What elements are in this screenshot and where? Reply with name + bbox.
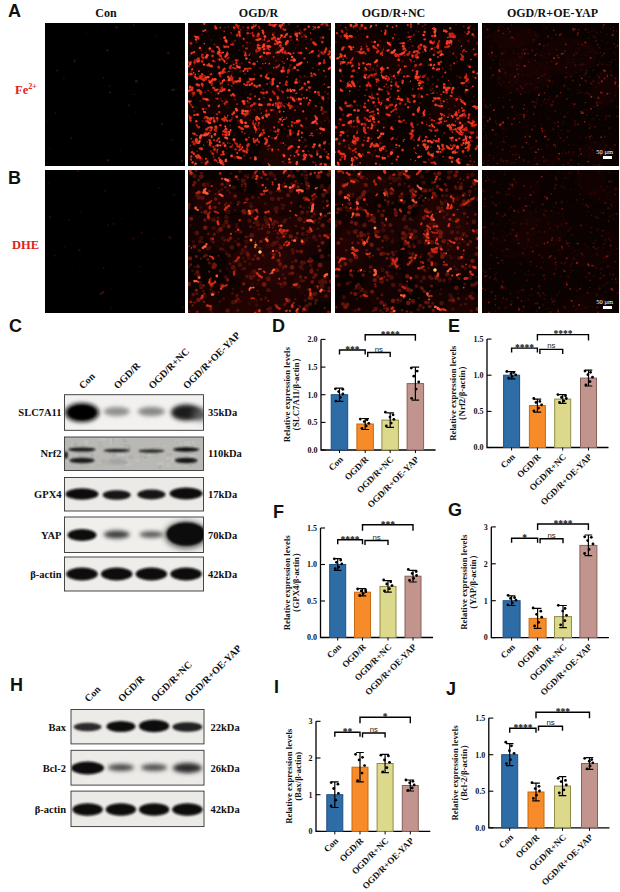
svg-text:GPX4: GPX4 [34,489,62,500]
svg-text:42kDa: 42kDa [208,569,238,580]
svg-text:70kDa: 70kDa [208,530,238,541]
svg-text:(Bax/β-actin): (Bax/β-actin) [293,752,303,801]
svg-text:0.5: 0.5 [475,787,485,796]
svg-text:（Nrf2/β-actin）: （Nrf2/β-actin） [457,361,467,425]
svg-text:26kDa: 26kDa [211,763,241,774]
svg-text:（Bcl-2/β-actin）: （Bcl-2/β-actin） [459,740,469,806]
svg-text:***: *** [381,520,396,530]
svg-text:2: 2 [309,754,313,763]
svg-text:0.0: 0.0 [308,446,318,455]
svg-text:Con: Con [325,642,343,660]
svg-text:****: **** [341,535,360,545]
svg-text:Con: Con [499,452,517,470]
svg-text:ns: ns [546,718,554,727]
svg-text:Con: Con [322,836,340,854]
svg-text:1.0: 1.0 [308,391,318,400]
svg-text:OGD/R+OE-YAP: OGD/R+OE-YAP [540,832,596,888]
svg-text:OGD/R: OGD/R [116,672,148,704]
svg-text:3: 3 [484,523,488,532]
svg-text:ns: ns [547,531,555,540]
svg-text:β-actin: β-actin [30,569,61,580]
svg-text:1.0: 1.0 [474,371,484,380]
svg-text:2: 2 [484,560,488,569]
svg-text:1: 1 [484,597,488,606]
svg-text:*: * [383,712,388,722]
svg-text:1: 1 [309,791,313,800]
svg-text:1.5: 1.5 [308,363,318,372]
svg-text:Con: Con [499,642,517,660]
svg-text:0.0: 0.0 [307,633,317,642]
svg-text:ns: ns [375,345,383,354]
svg-text:****: **** [554,519,573,529]
svg-text:β-actin: β-actin [35,804,66,815]
svg-text:42kDa: 42kDa [211,804,241,815]
svg-text:ns: ns [547,341,555,350]
svg-text:ns: ns [370,725,378,734]
svg-text:ns: ns [372,533,380,542]
svg-text:0.5: 0.5 [307,597,317,606]
svg-text:3: 3 [309,717,313,726]
svg-text:****: **** [513,723,532,733]
svg-text:Con: Con [77,370,98,391]
svg-text:（SLC7A11/β-actin）: （SLC7A11/β-actin） [291,354,301,436]
svg-text:Bax: Bax [48,722,66,733]
svg-text:****: **** [554,329,573,339]
svg-text:Con: Con [327,454,345,472]
svg-text:0.5: 0.5 [474,407,484,416]
svg-text:1.0: 1.0 [475,751,485,760]
svg-text:*: * [522,533,527,543]
svg-text:0: 0 [309,827,313,836]
svg-text:***: *** [345,345,360,355]
svg-text:OGD/R+OE-YAP: OGD/R+OE-YAP [182,642,243,703]
svg-text:1.5: 1.5 [475,714,485,723]
svg-text:****: **** [515,343,534,353]
svg-text:17kDa: 17kDa [208,489,238,500]
svg-text:（YAP/β-actin）: （YAP/β-actin） [468,550,478,613]
svg-text:22kDa: 22kDa [211,722,241,733]
svg-text:SLC7A11: SLC7A11 [18,407,61,418]
svg-text:Nrf2: Nrf2 [41,448,62,459]
svg-text:****: **** [381,330,400,340]
svg-text:**: ** [343,727,353,737]
svg-text:35kDa: 35kDa [208,407,238,418]
svg-text:1.5: 1.5 [474,335,484,344]
svg-text:1.5: 1.5 [307,524,317,533]
svg-text:***: *** [556,707,571,717]
svg-text:YAP: YAP [41,530,62,541]
svg-text:0.5: 0.5 [308,418,318,427]
svg-text:（GPX4/β-actin）: （GPX4/β-actin） [291,548,301,617]
svg-text:Bcl-2: Bcl-2 [43,763,66,774]
svg-text:Con: Con [497,832,515,850]
svg-text:OGD/R+OE-YAP: OGD/R+OE-YAP [181,329,242,390]
svg-text:2.0: 2.0 [308,335,318,344]
svg-text:1.0: 1.0 [307,560,317,569]
svg-text:110kDa: 110kDa [208,448,243,459]
svg-text:0.0: 0.0 [475,824,485,833]
svg-text:0: 0 [484,633,488,642]
svg-text:OGD/R: OGD/R [111,359,143,391]
svg-text:Con: Con [82,683,103,704]
svg-text:0.0: 0.0 [474,443,484,452]
